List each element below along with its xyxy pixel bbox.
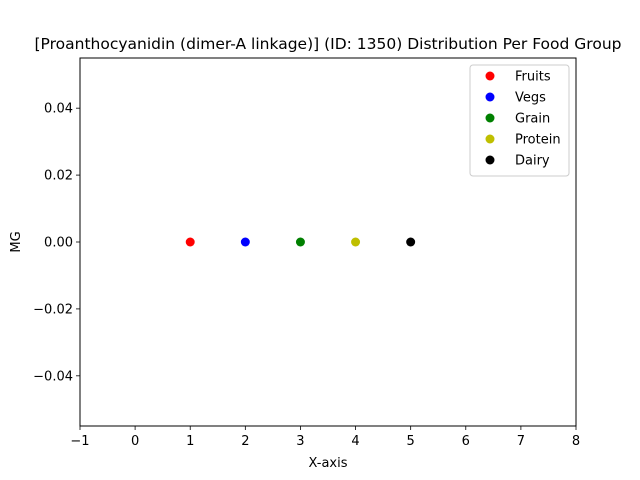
legend-label-protein: Protein (515, 133, 561, 148)
data-point-dairy (406, 237, 416, 247)
legend-marker-grain (485, 113, 495, 123)
x-tick-label: 3 (296, 434, 304, 449)
x-tick-label: −1 (70, 434, 89, 449)
y-tick-label: 0.00 (44, 236, 73, 251)
y-tick-label: 0.02 (44, 169, 73, 184)
legend-marker-protein (485, 134, 495, 144)
legend-marker-fruits (485, 71, 495, 81)
x-tick-label: 1 (186, 434, 194, 449)
data-point-grain (295, 237, 305, 247)
y-tick-label: 0.04 (44, 102, 73, 117)
legend-label-dairy: Dairy (515, 154, 550, 169)
legend: Fruits Vegs Grain Protein Dairy (469, 64, 570, 177)
y-axis: −0.04 −0.02 0.00 0.02 0.04 (33, 102, 80, 384)
legend-label-vegs: Vegs (515, 91, 546, 106)
y-axis-label: MG (9, 231, 24, 252)
y-tick-label: −0.02 (33, 302, 73, 317)
x-tick-label: 5 (407, 434, 415, 449)
x-axis: −1 0 1 2 3 4 5 6 7 8 (70, 426, 580, 449)
y-tick-label: −0.04 (33, 369, 73, 384)
x-tick-label: 4 (351, 434, 359, 449)
legend-marker-vegs (485, 92, 495, 102)
x-axis-label: X-axis (309, 456, 348, 471)
chart-title: [Proanthocyanidin (dimer-A linkage)] (ID… (35, 35, 622, 53)
legend-box (469, 64, 570, 177)
legend-marker-dairy (485, 155, 495, 165)
x-tick-label: 7 (517, 434, 525, 449)
legend-label-grain: Grain (515, 112, 550, 127)
data-point-protein (351, 237, 361, 247)
data-point-vegs (240, 237, 250, 247)
legend-label-fruits: Fruits (515, 70, 551, 85)
x-tick-label: 6 (462, 434, 470, 449)
x-tick-label: 8 (572, 434, 580, 449)
x-tick-label: 0 (131, 434, 139, 449)
data-point-fruits (185, 237, 195, 247)
data-points (185, 237, 416, 247)
x-tick-label: 2 (241, 434, 249, 449)
